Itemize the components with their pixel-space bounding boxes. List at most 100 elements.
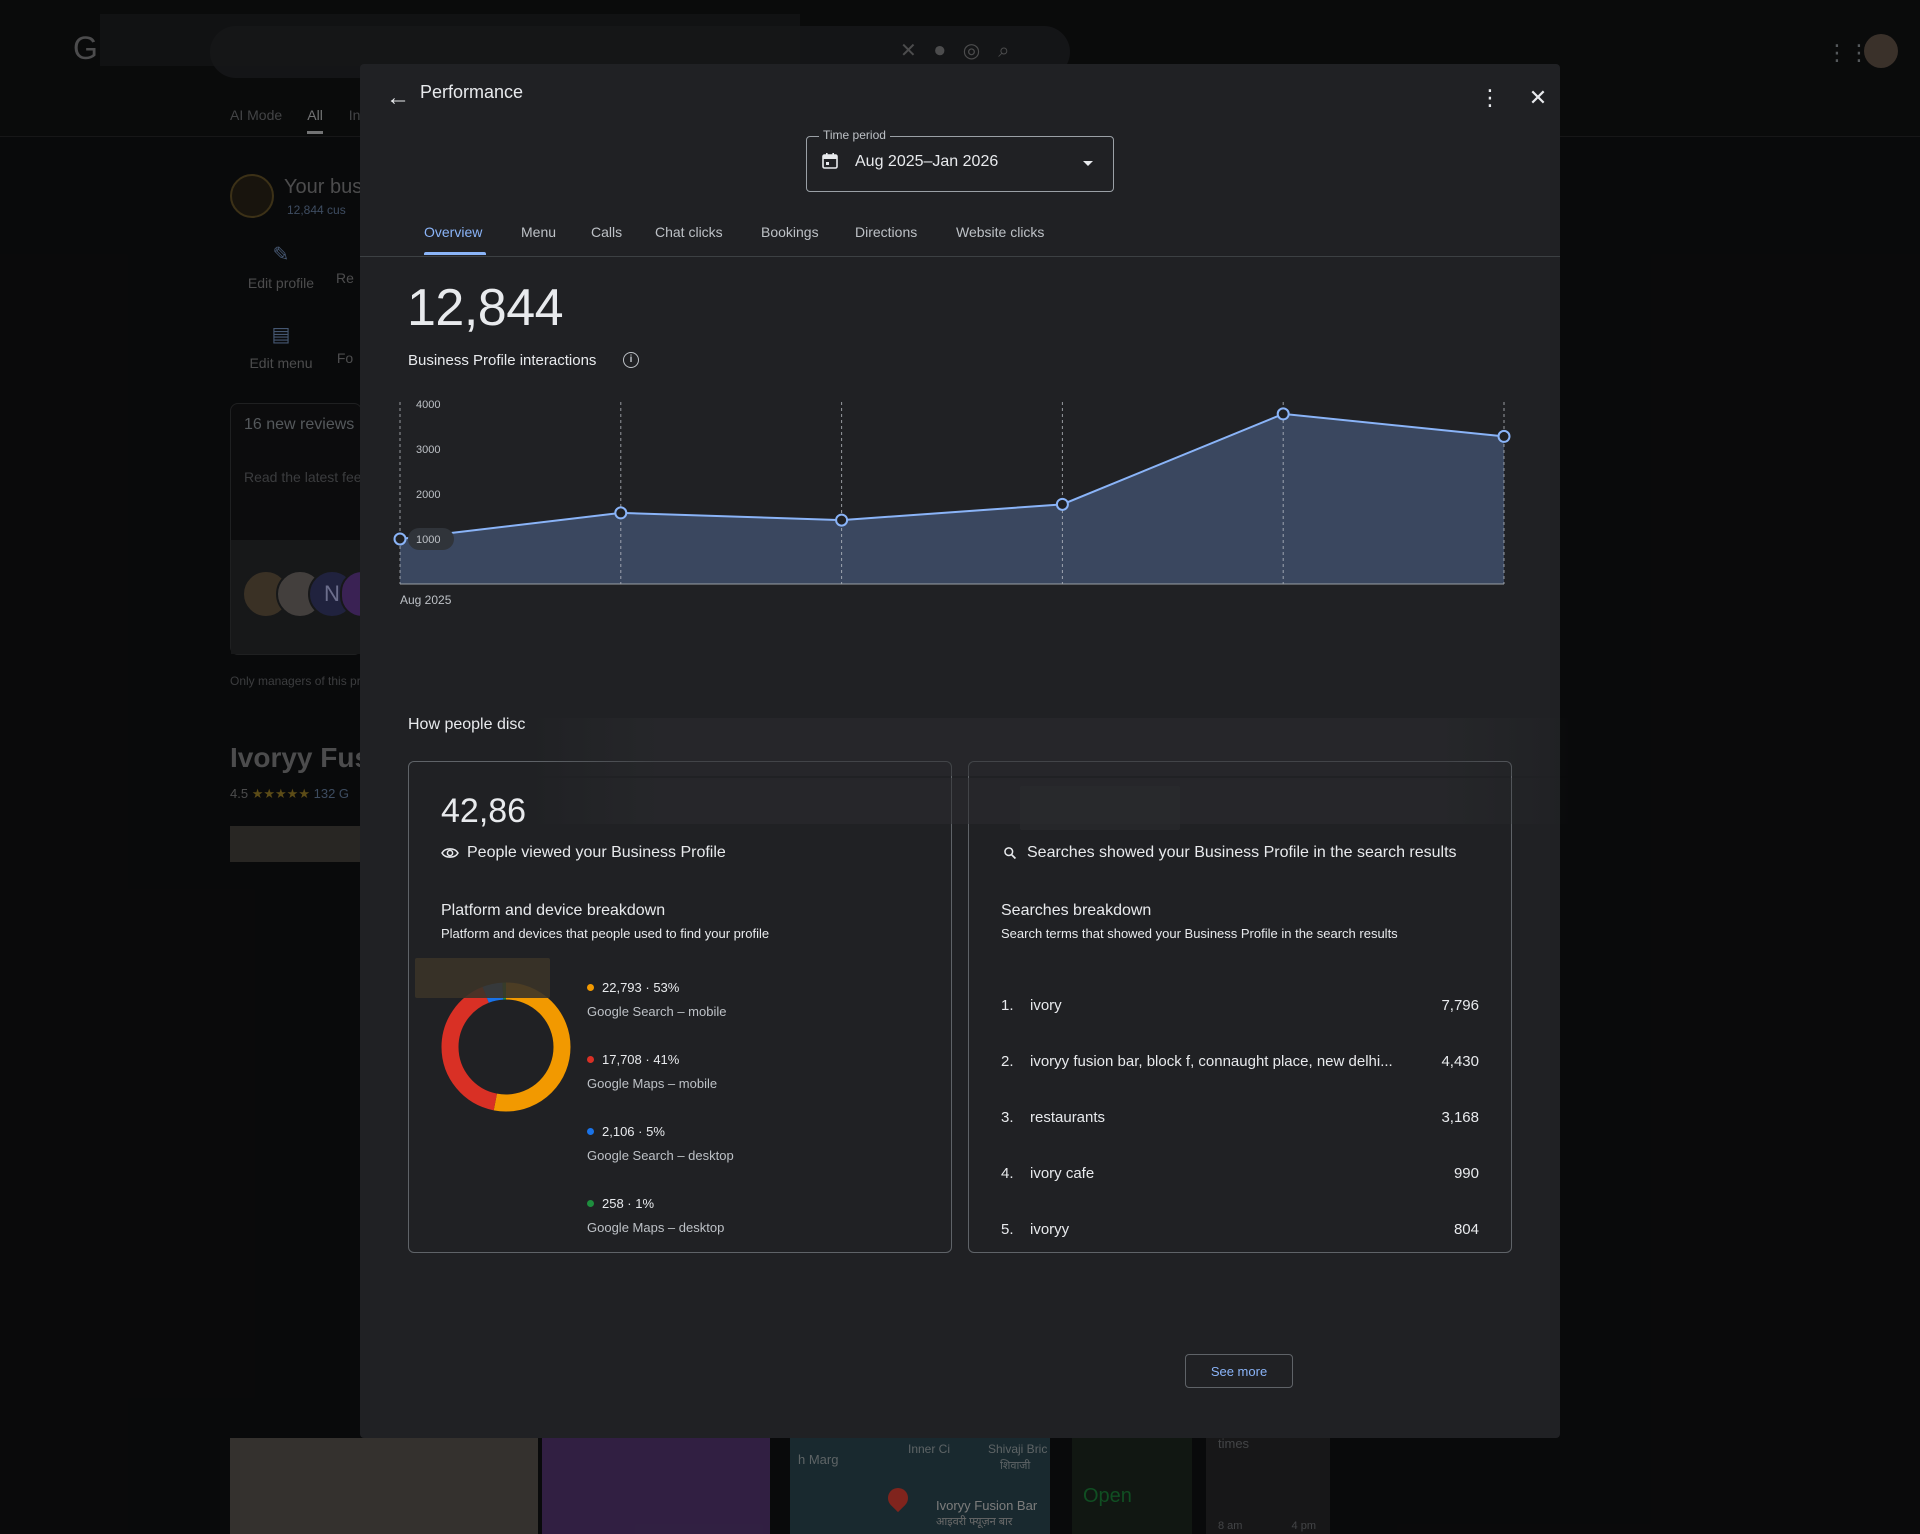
chart-data-point <box>614 506 628 520</box>
legend-item: 2,106 · 5% Google Search – desktop <box>587 1124 734 1163</box>
search-term-row: 3. restaurants 3,168 <box>1001 1109 1479 1126</box>
reviews-subtitle: Read the latest fee <box>244 469 362 485</box>
see-more-button[interactable]: See more <box>1185 1354 1293 1388</box>
redaction-band <box>1020 786 1180 830</box>
edit-menu-action[interactable]: ▤ Edit menu <box>236 322 326 371</box>
menu-book-icon: ▤ <box>271 324 291 346</box>
tab-website-clicks[interactable]: Website clicks <box>956 224 1045 240</box>
business-logo <box>230 174 274 218</box>
interactions-chart: 1000 2000 3000 4000 Aug 2025 <box>393 394 1524 634</box>
pencil-icon: ✎ <box>272 244 290 266</box>
search-appearances-label: Searches showed your Business Profile in… <box>1027 844 1457 861</box>
arrow-left-icon[interactable]: ← <box>386 84 410 111</box>
chart-data-point <box>835 513 849 527</box>
account-avatar[interactable] <box>1864 34 1898 68</box>
place-map[interactable]: h Marg Inner Ci Shivaji Bric शिवाजी Ivor… <box>790 1438 1050 1534</box>
chart-y-tick-label: 1000 <box>416 534 440 546</box>
legend-item: 17,708 · 41% Google Maps – mobile <box>587 1052 718 1091</box>
interactions-chart-svg: 1000 2000 3000 4000 Aug 2025 <box>393 399 1511 607</box>
eye-icon <box>441 848 459 858</box>
active-tab-indicator <box>424 252 486 255</box>
donut-slice <box>441 982 571 1112</box>
dialog-title: Performance <box>420 82 524 102</box>
total-interactions: 12,844 <box>407 279 564 337</box>
google-logo: G <box>73 30 98 66</box>
profile-views-card: 42,86 People viewed your Business Profil… <box>408 761 952 1253</box>
tab-bookings[interactable]: Bookings <box>761 224 819 240</box>
popular-times-label: times <box>1218 1436 1250 1451</box>
chart-data-point <box>393 532 407 546</box>
total-interactions-label: Business Profile interactions <box>408 352 597 369</box>
tab-calls[interactable]: Calls <box>591 224 623 240</box>
popular-times-tile <box>1206 1438 1330 1534</box>
time-period-label: Time period <box>819 128 890 142</box>
discovery-section-title: How people disc <box>408 716 526 733</box>
chevron-down-icon <box>1083 161 1093 166</box>
business-title: Your bus <box>284 176 363 198</box>
legend-item: 22,793 · 53% Google Search – mobile <box>587 980 727 1019</box>
chart-tick-label-bg <box>408 528 454 550</box>
platform-breakdown-title: Platform and device breakdown <box>441 902 666 919</box>
platform-breakdown-subtitle: Platform and devices that people used to… <box>441 926 770 941</box>
tab-ai-mode[interactable]: AI Mode <box>230 107 283 123</box>
place-photo-strip <box>230 826 360 862</box>
open-status: Open <box>1083 1485 1132 1507</box>
chart-y-tick-label: 4000 <box>416 399 440 411</box>
search-term-row: 2. ivoryy fusion bar, block f, connaught… <box>1001 1053 1479 1070</box>
legend-dot <box>587 1056 594 1063</box>
food-action[interactable]: Fo <box>336 350 354 366</box>
chart-x-tick-label: Aug 2025 <box>400 593 452 607</box>
chart-y-tick-label: 2000 <box>416 489 440 501</box>
profile-views-label: People viewed your Business Profile <box>467 844 726 861</box>
redaction-band <box>530 718 1570 776</box>
place-photo[interactable] <box>230 1438 538 1534</box>
legend-dot <box>587 1128 594 1135</box>
place-rating: 4.5 ★★★★★ 132 G <box>230 786 350 801</box>
chart-data-point <box>1276 407 1290 421</box>
search-icon <box>1004 847 1017 860</box>
business-subtitle: 12,844 cus <box>287 203 346 217</box>
close-icon[interactable]: ✕ <box>1528 85 1548 110</box>
time-period-value: Aug 2025–Jan 2026 <box>855 153 999 170</box>
managers-note: Only managers of this pr <box>230 674 361 688</box>
tab-menu[interactable]: Menu <box>521 224 557 240</box>
open-status-tile <box>1072 1438 1192 1534</box>
edit-profile-action[interactable]: ✎ Edit profile <box>236 242 326 291</box>
profile-views-count: 42,86 <box>441 792 527 830</box>
searches-breakdown-subtitle: Search terms that showed your Business P… <box>1001 926 1398 941</box>
tab-directions[interactable]: Directions <box>855 224 918 240</box>
performance-dialog: ← Performance ⋮ ✕ Time period Aug 2025–J… <box>360 64 1570 1438</box>
chart-data-point <box>1055 497 1069 511</box>
chart-data-point <box>1497 429 1511 443</box>
legend-item: 258 · 1% Google Maps – desktop <box>587 1196 725 1235</box>
stars-icon: ★★★★★ <box>251 786 310 801</box>
search-term-row: 4. ivory cafe 990 <box>1001 1165 1479 1182</box>
lens-icon[interactable]: ◎ <box>962 40 999 62</box>
time-period-select[interactable]: Time period Aug 2025–Jan 2026 <box>806 128 1114 192</box>
search-tabs: AI Mode All In <box>230 107 382 134</box>
reviews-title: 16 new reviews <box>244 416 355 433</box>
metric-tabs: Overview Menu Calls Chat clicks Bookings… <box>360 224 1560 257</box>
platform-donut-chart <box>441 982 571 1112</box>
tab-images[interactable]: In <box>348 107 361 123</box>
place-photo[interactable] <box>542 1438 770 1534</box>
tab-chat-clicks[interactable]: Chat clicks <box>655 224 723 240</box>
search-appearances-card: Searches showed your Business Profile in… <box>968 761 1512 1388</box>
chart-y-tick-label: 3000 <box>416 444 440 456</box>
more-vert-icon[interactable]: ⋮ <box>1479 85 1501 110</box>
search-icon[interactable]: ⌕ <box>998 40 1028 62</box>
legend-dot <box>587 1200 594 1207</box>
place-name: Ivoryy Fus <box>230 742 371 773</box>
tab-overview[interactable]: Overview <box>424 224 483 240</box>
clear-icon[interactable]: ✕ <box>900 40 935 62</box>
searches-breakdown-title: Searches breakdown <box>1001 902 1152 919</box>
info-icon[interactable]: i <box>623 352 639 368</box>
search-term-row: 5. ivoryy 804 <box>1001 1221 1479 1238</box>
mic-icon[interactable]: ⏺ <box>934 40 963 62</box>
reviews-action[interactable]: Re <box>336 270 354 286</box>
tab-all[interactable]: All <box>307 107 323 134</box>
popular-times-axis: 8 am 4 pm <box>1218 1520 1316 1532</box>
chart-area-fill <box>400 413 1504 584</box>
calendar-icon <box>822 153 838 169</box>
search-term-row: 1. ivory 7,796 <box>1001 997 1479 1014</box>
